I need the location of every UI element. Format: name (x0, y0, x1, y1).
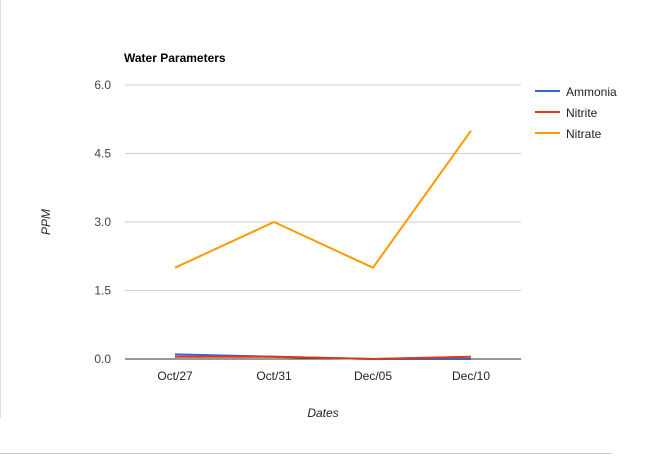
legend-label: Nitrite (566, 106, 598, 120)
y-tick-labels: 0.0 1.5 3.0 4.5 6.0 (94, 78, 111, 366)
series-line-nitrate (174, 130, 472, 269)
legend-label: Ammonia (566, 85, 617, 99)
chart-title: Water Parameters (124, 51, 226, 65)
y-tick-label: 3.0 (94, 215, 111, 229)
y-axis-title: PPM (39, 209, 53, 235)
x-tick-label: Dec/05 (354, 369, 392, 383)
x-tick-labels: Oct/27 Oct/31 Dec/05 Dec/10 (157, 369, 490, 383)
bottom-rule (0, 453, 612, 454)
x-axis-title: Dates (307, 406, 338, 420)
gridlines (125, 84, 521, 360)
y-tick-label: 0.0 (94, 352, 111, 366)
legend: Ammonia Nitrite Nitrate (535, 85, 617, 141)
x-tick-label: Oct/27 (157, 369, 193, 383)
series-lines (174, 130, 472, 360)
x-tick-label: Dec/10 (452, 369, 490, 383)
y-tick-label: 1.5 (94, 284, 111, 298)
left-frame-rule (0, 0, 1, 418)
series-line-nitrite (175, 355, 472, 360)
y-tick-label: 6.0 (94, 78, 111, 92)
x-tick-label: Oct/31 (256, 369, 292, 383)
legend-label: Nitrate (566, 127, 602, 141)
y-tick-label: 4.5 (94, 147, 111, 161)
